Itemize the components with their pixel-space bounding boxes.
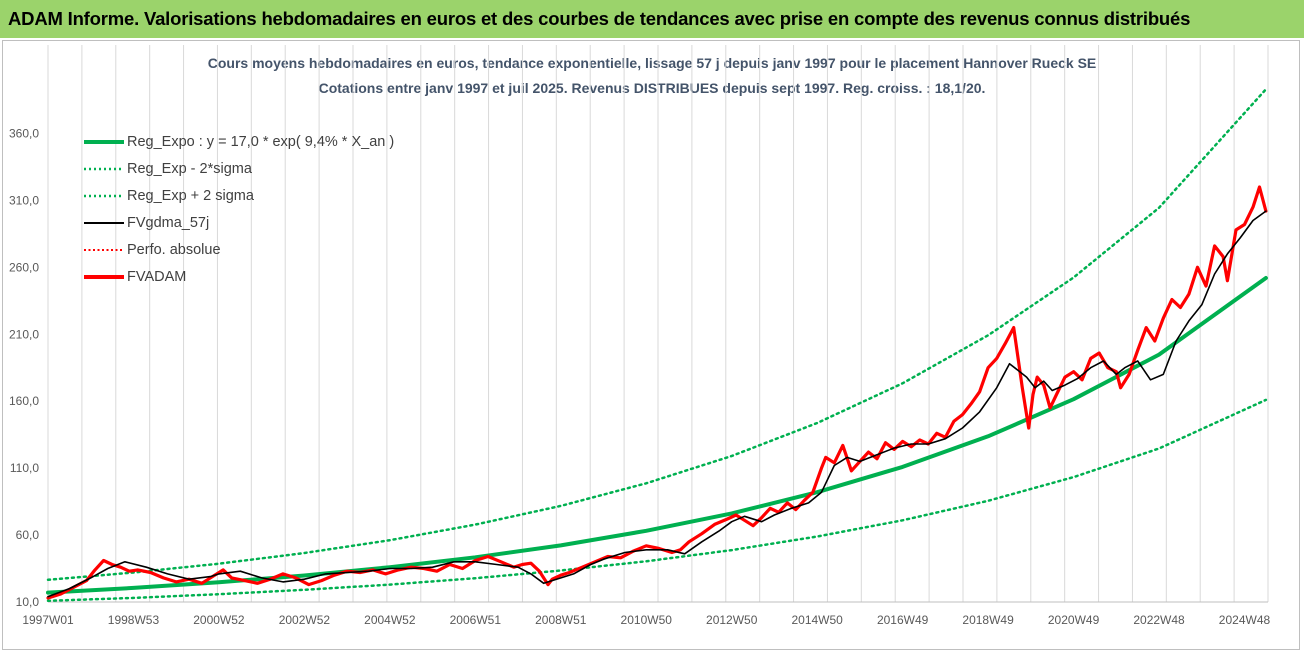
- y-tick-label: 10,0: [16, 595, 40, 609]
- x-tick-label: 2002W52: [279, 613, 331, 627]
- x-tick-label: 2014W50: [791, 613, 843, 627]
- legend-label: Reg_Exp - 2*sigma: [127, 160, 252, 177]
- series-reg-exp-plus-2sigma: [46, 88, 1268, 582]
- legend-item-reg-exp-minus: Reg_Exp - 2*sigma: [84, 155, 394, 182]
- x-tick-label: 2004W52: [364, 613, 416, 627]
- x-tick-label: 2008W51: [535, 613, 587, 627]
- x-tick-label: 2018W49: [962, 613, 1014, 627]
- legend-item-reg-expo: Reg_Expo : y = 17,0 * exp( 9,4% * X_an ): [84, 128, 394, 155]
- x-tick-label: 2024W48: [1219, 613, 1271, 627]
- chart-frame: [2, 40, 1300, 650]
- y-tick-label: 210,0: [9, 327, 39, 341]
- x-tick-label: 2016W49: [877, 613, 929, 627]
- y-tick-label: 160,0: [9, 394, 39, 408]
- series-fvgdma-57j: [47, 210, 1267, 598]
- legend-label: Perfo. absolue: [127, 241, 221, 258]
- report-banner: ADAM Informe. Valorisations hebdomadaire…: [0, 0, 1304, 38]
- x-tick-label: 2000W52: [193, 613, 245, 627]
- y-tick-label: 60,0: [16, 528, 40, 542]
- chart-subtitle: Cotations entre janv 1997 et juil 2025. …: [318, 80, 986, 96]
- series-fvadam: [46, 185, 1268, 600]
- legend-label: FVgdma_57j: [127, 214, 210, 231]
- x-tick-label: 1998W53: [108, 613, 160, 627]
- series-reg-expo: [46, 276, 1268, 595]
- x-tick-label: 2020W49: [1048, 613, 1100, 627]
- y-tick-label: 360,0: [9, 126, 39, 140]
- chart-legend: Reg_Expo : y = 17,0 * exp( 9,4% * X_an )…: [84, 128, 394, 290]
- legend-label: FVADAM: [127, 268, 187, 285]
- x-tick-label: 1997W01: [22, 613, 74, 627]
- legend-item-fvgdma: FVgdma_57j: [84, 209, 394, 236]
- x-tick-label: 2012W50: [706, 613, 758, 627]
- legend-item-reg-exp-plus: Reg_Exp + 2 sigma: [84, 182, 394, 209]
- y-tick-label: 260,0: [9, 260, 39, 274]
- legend-label: Reg_Exp + 2 sigma: [127, 187, 254, 204]
- x-tick-label: 2010W50: [621, 613, 673, 627]
- series-reg-exp-minus-2sigma: [46, 398, 1268, 603]
- x-tick-label: 2022W48: [1133, 613, 1185, 627]
- legend-item-perfo-absolue: Perfo. absolue: [84, 236, 394, 263]
- legend-label: Reg_Expo : y = 17,0 * exp( 9,4% * X_an ): [127, 133, 395, 150]
- y-tick-label: 110,0: [10, 461, 39, 475]
- chart-title: Cours moyens hebdomadaires en euros, ten…: [207, 55, 1097, 71]
- legend-item-fvadam: FVADAM: [84, 263, 394, 290]
- x-tick-label: 2006W51: [450, 613, 502, 627]
- y-tick-label: 310,0: [9, 193, 39, 207]
- banner-title: ADAM Informe. Valorisations hebdomadaire…: [8, 8, 1191, 29]
